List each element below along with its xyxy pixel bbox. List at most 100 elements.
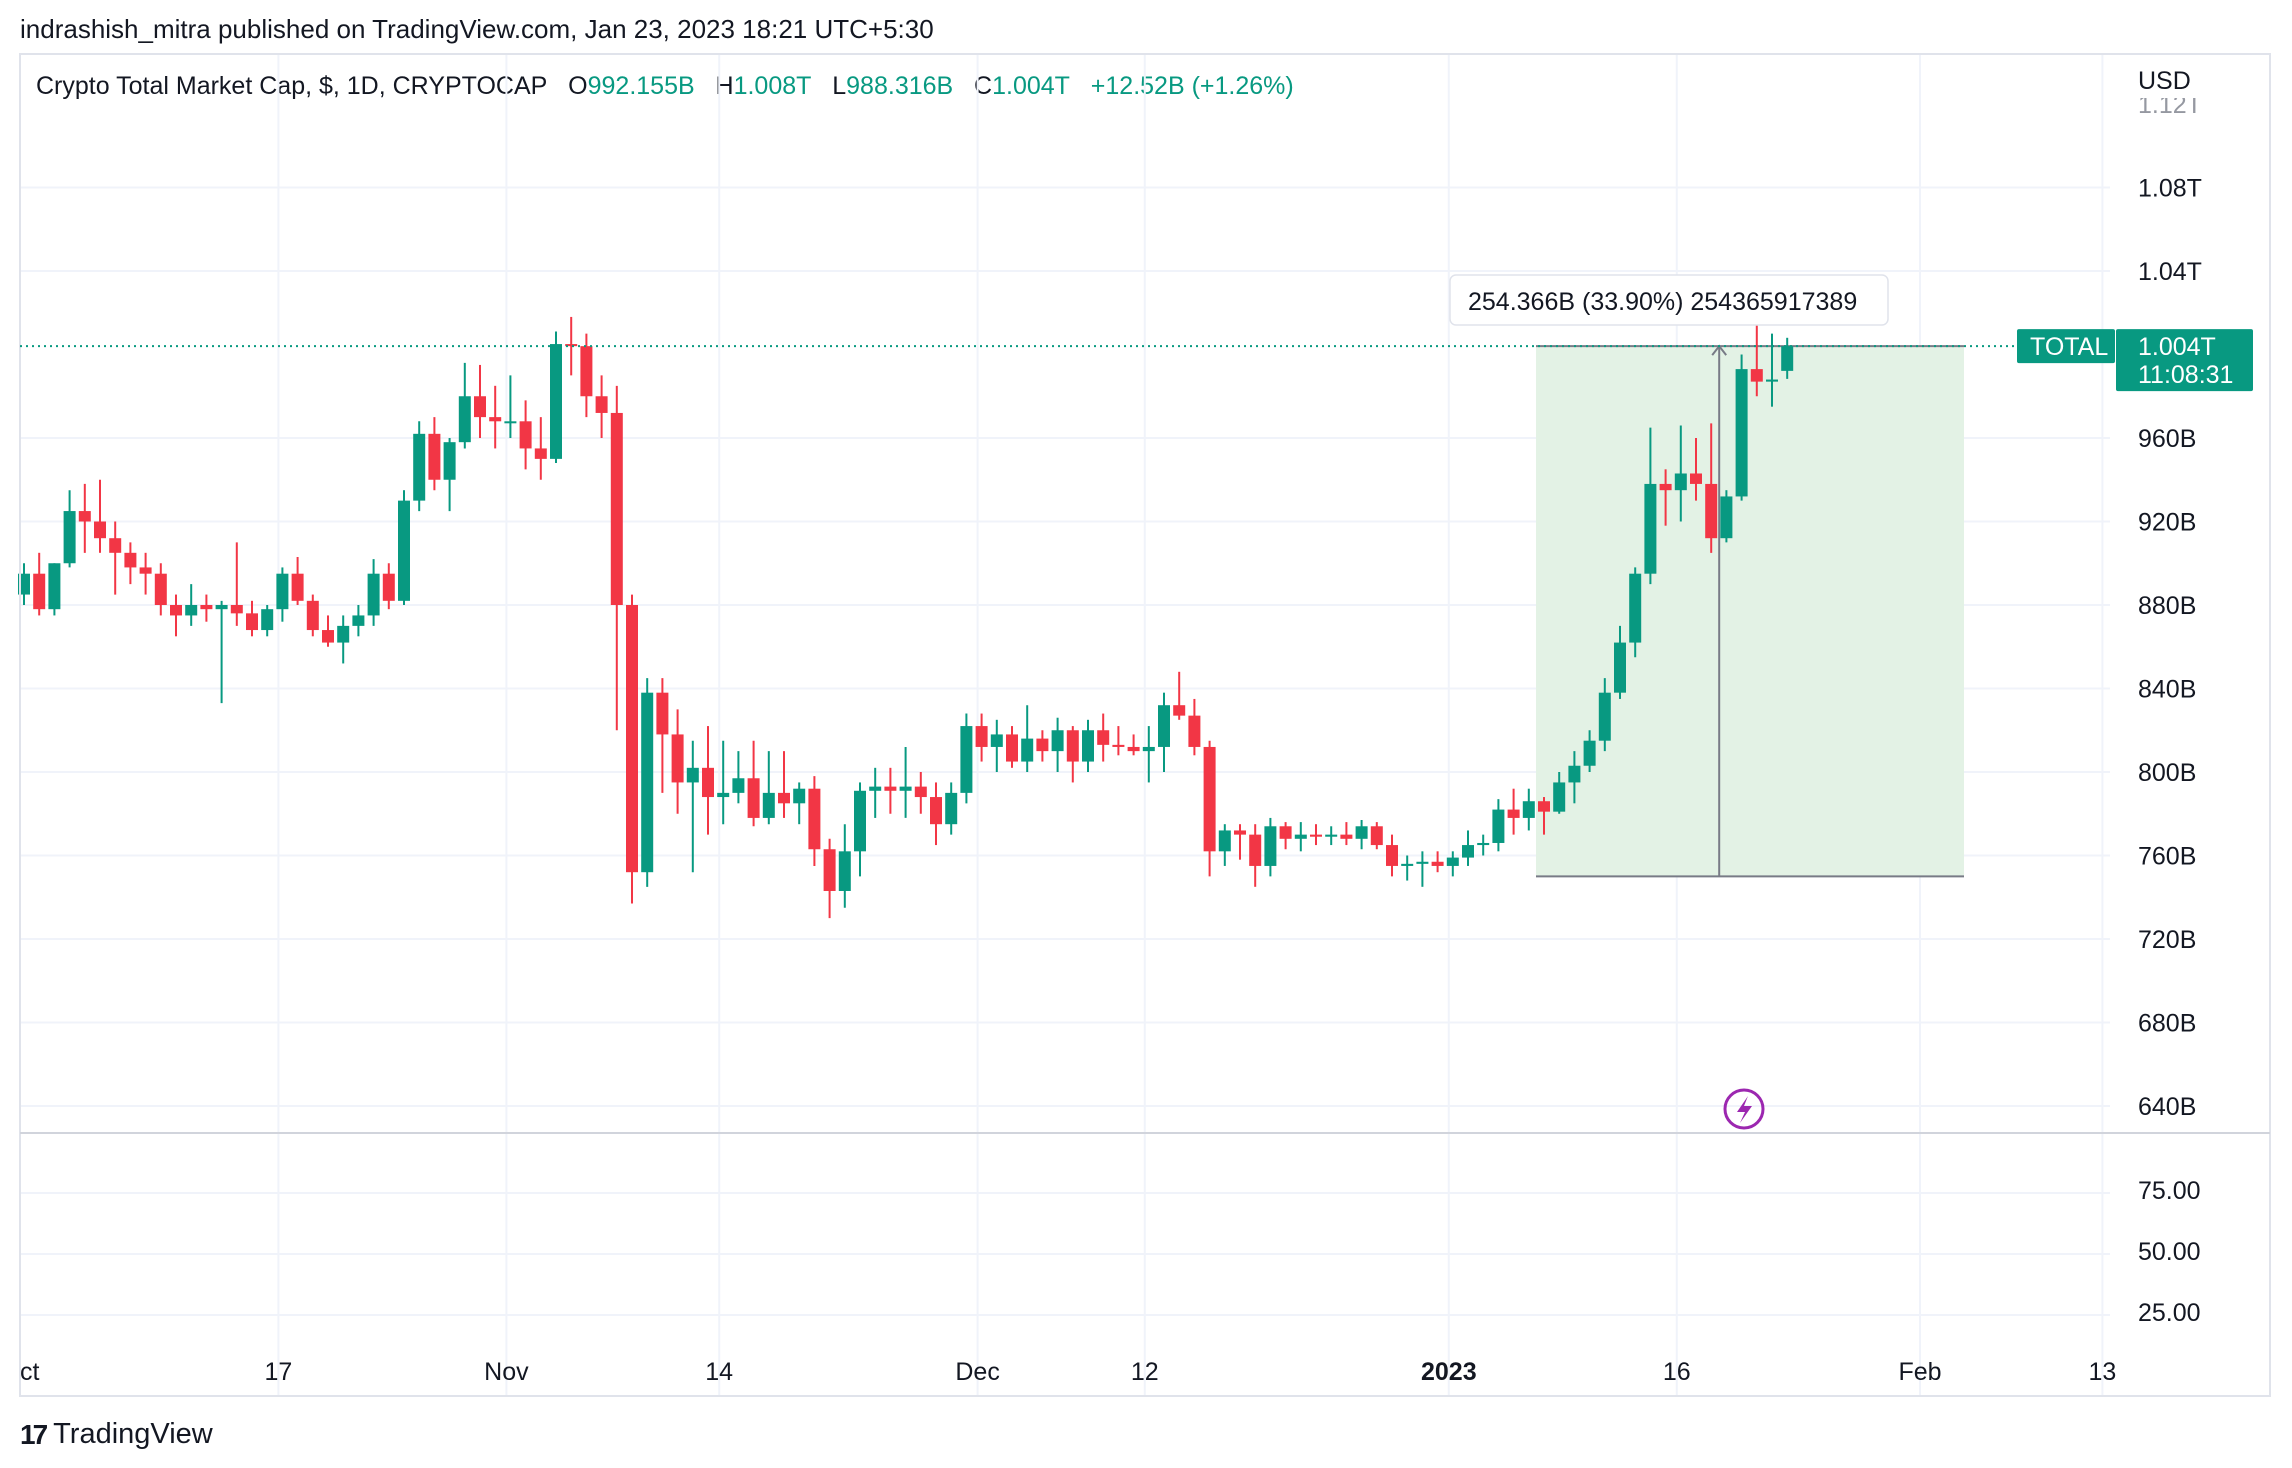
price-label: 680B [2138,1010,2196,1038]
candle-up [1355,820,1368,850]
price-axis[interactable]: USD 1.12T [2138,67,2202,119]
low-value: 988.316B [846,72,954,100]
candle-down [1188,698,1201,756]
price-label: 960B [2138,425,2196,453]
candle-down [1036,730,1049,762]
candle-down [1203,740,1216,877]
candle-up [1218,824,1231,866]
candle-down [656,678,669,793]
candle-up [641,678,654,887]
candle-down [1234,824,1246,860]
indicator-axis: 75.00 50.00 25.00 [2138,1177,2201,1327]
candle-down [322,615,334,647]
candle-up [337,615,350,664]
candle-down [94,479,106,553]
candle-up [1325,826,1338,846]
candle-up [686,740,699,873]
candle-up [1462,830,1474,866]
candle-up [1674,425,1687,522]
candle-down [78,483,91,553]
candle-down [519,400,532,470]
candle-up [1158,692,1170,772]
candle-up [899,746,912,818]
open-label: O [568,72,588,100]
candle-down [291,556,304,605]
candle-up [1735,354,1748,501]
candle-down [1750,316,1763,397]
candle-up [762,751,775,825]
candles [18,316,1794,919]
candle-up [1477,834,1490,856]
candle-up [261,605,274,637]
price-label: 640B [2138,1093,2196,1121]
candle-down [1386,834,1398,877]
candle-up [215,600,228,704]
measure-area[interactable] [1536,346,1964,877]
price-label: 1.04T [2138,258,2202,286]
candle-down [428,417,441,491]
flash-icon[interactable] [1723,1088,1765,1130]
candle-up [1720,490,1733,543]
candle-down [1173,671,1186,720]
candle-up [1553,772,1566,814]
candle-down [1112,726,1125,756]
candle-up [1522,788,1535,831]
change-value: +12.52B (+1.26%) [1090,72,1294,100]
candle-down [1249,824,1262,887]
candle-up [717,740,730,825]
tradingview-logo[interactable]: 17 TradingView [20,1418,213,1451]
time-axis[interactable]: ct 17 Nov 14 Dec 12 2023 16 Feb 13 [20,1358,2116,1386]
time-label: 14 [705,1358,733,1386]
open-value: 992.155B [587,72,695,100]
candle-down [747,740,760,827]
candle-up [352,605,365,637]
candle-down [246,600,258,637]
measure-text: 254.366B (33.90%) 254365917389 [1468,288,1857,316]
candle-down [1690,438,1702,501]
current-price-label: 1.004T [2138,333,2216,361]
candle-down [808,776,821,866]
candle-down [702,726,714,835]
candle-down [626,594,638,904]
candle-down [1066,726,1079,783]
candle-up [1583,730,1596,772]
candle-down [610,385,623,731]
candle-up [550,331,562,464]
candle-down [930,782,942,846]
candle-down [1127,734,1140,756]
candle-up [443,438,456,512]
candle-down [1310,824,1322,846]
time-label: 13 [2088,1358,2116,1386]
publisher-line: indrashish_mitra published on TradingVie… [20,14,934,44]
candle-down [580,333,593,418]
candle-up [1446,851,1459,877]
symbol-name[interactable]: Crypto Total Market Cap, $, 1D, CRYPTOCA… [36,72,548,100]
candle-up [63,490,76,568]
candle-down [1340,822,1353,846]
candle-up [1142,726,1155,783]
candle-down [1538,797,1550,835]
candle-up [413,421,426,512]
time-label: 16 [1663,1358,1691,1386]
candle-up [960,713,973,804]
time-label: ct [20,1358,40,1386]
candle-down [1705,423,1718,553]
candle-up [1021,705,1034,772]
candle-down [1507,788,1520,835]
price-label: 880B [2138,592,2196,620]
price-label: 1.08T [2138,175,2202,203]
price-labels: 1.08T 1.04T 960B 920B 880B 840B 800B 760B 720B 68… [2138,175,2202,1122]
close-value: 1.004T [992,72,1070,100]
candle-up [1568,751,1581,804]
candle-down [124,542,137,585]
price-label: 840B [2138,676,2196,704]
candle-up [838,824,851,908]
candle-down [1097,713,1110,762]
price-label: 920B [2138,509,2196,537]
price-label: 720B [2138,926,2196,954]
candle-up [1644,427,1657,585]
tradingview-mark-icon: 17 [20,1418,48,1450]
measure-tool[interactable] [1536,344,1964,878]
price-label-cut: 1.12T [2138,91,2202,119]
